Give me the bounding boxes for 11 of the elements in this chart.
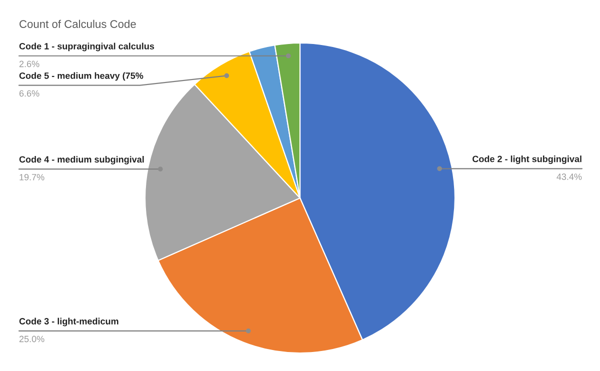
slice-label: Code 1 - supragingival calculus bbox=[19, 42, 154, 52]
slice-label: Code 5 - medium heavy (75% bbox=[19, 72, 144, 81]
slice-label: Code 4 - medium subgingival bbox=[19, 156, 144, 164]
data-label: 6.6% bbox=[19, 90, 40, 97]
data-label: 19.7% bbox=[20, 174, 44, 180]
slice-label: Code 3 - light-medicum bbox=[19, 318, 118, 326]
data-label: 25.0% bbox=[19, 336, 44, 342]
slice-label: Code 2 - light subgingival bbox=[472, 156, 582, 164]
data-label: 43.4% bbox=[556, 174, 582, 180]
data-label: 2.6% bbox=[19, 60, 40, 68]
chart-title: Count of Calculus Code bbox=[20, 20, 136, 28]
